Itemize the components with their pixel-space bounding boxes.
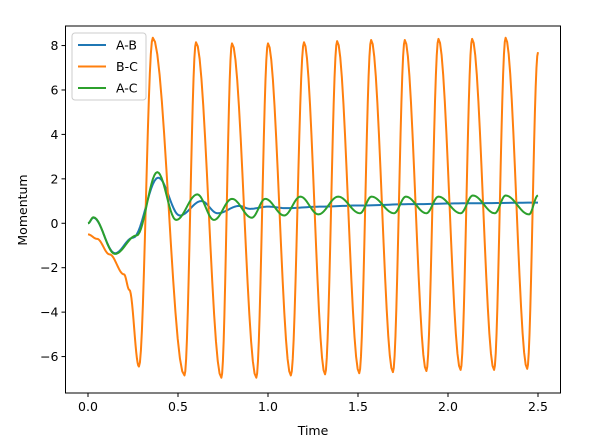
y-tick-label: −6	[40, 349, 58, 364]
axes-frame	[65, 25, 561, 394]
legend: A-B B-C A-C	[71, 32, 147, 101]
y-tick-label: 2	[51, 171, 59, 186]
y-tick-label: 4	[51, 127, 59, 142]
y-axis: −6 −4 −2 0 2 4 6 8	[40, 38, 66, 364]
x-tick-label: 0.5	[168, 399, 188, 414]
y-axis-label: Momentum	[15, 174, 30, 245]
x-axis-label: Time	[297, 423, 329, 438]
series-line-b-c	[87, 36, 539, 379]
x-tick-label: 1.5	[348, 399, 368, 414]
legend-label: B-C	[116, 59, 138, 74]
x-tick-label: 0.0	[78, 399, 98, 414]
y-tick-label: 6	[51, 82, 59, 97]
series-lines	[87, 36, 539, 379]
x-axis: 0.0 0.5 1.0 1.5 2.0 2.5	[78, 393, 548, 414]
x-tick-label: 1.0	[258, 399, 278, 414]
legend-box	[71, 32, 147, 101]
x-tick-label: 2.5	[528, 399, 548, 414]
series-line-a-c	[87, 171, 539, 255]
y-tick-label: 8	[51, 38, 59, 53]
y-tick-label: −4	[40, 305, 58, 320]
y-tick-label: 0	[51, 216, 59, 231]
x-tick-label: 2.0	[438, 399, 458, 414]
y-tick-label: −2	[40, 260, 58, 275]
legend-label: A-B	[116, 38, 137, 53]
legend-label: A-C	[116, 81, 138, 96]
